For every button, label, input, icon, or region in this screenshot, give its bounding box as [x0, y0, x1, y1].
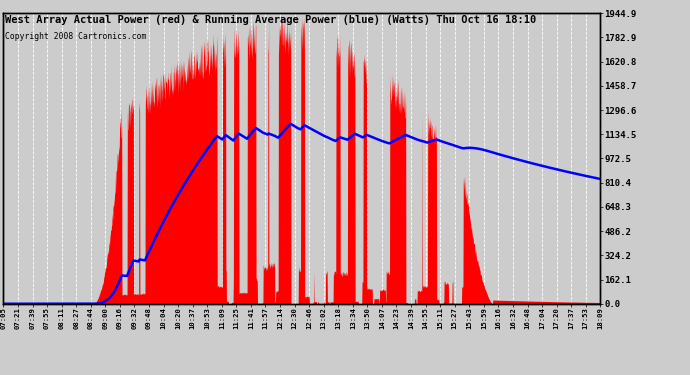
- Text: West Array Actual Power (red) & Running Average Power (blue) (Watts) Thu Oct 16 : West Array Actual Power (red) & Running …: [5, 15, 536, 25]
- Text: Copyright 2008 Cartronics.com: Copyright 2008 Cartronics.com: [5, 32, 146, 41]
